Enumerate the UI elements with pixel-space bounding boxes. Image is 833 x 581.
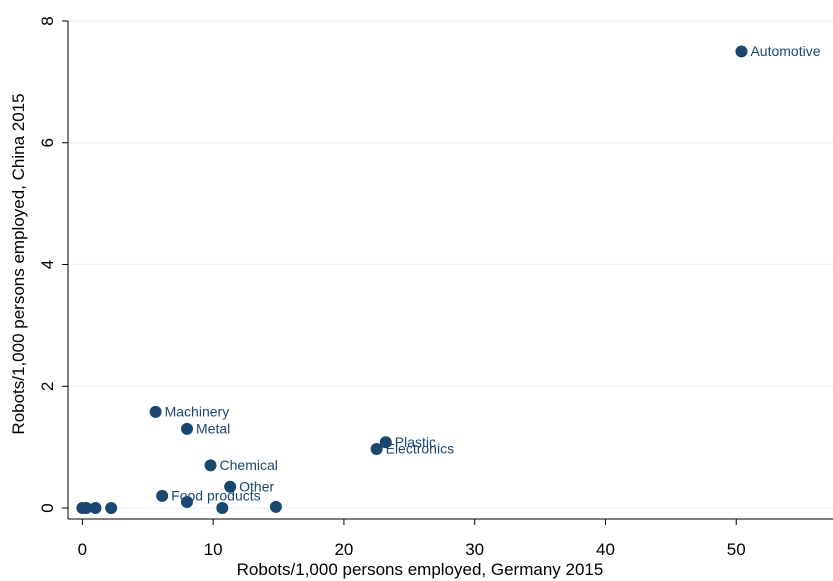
y-tick-label: 2	[38, 382, 57, 391]
point	[224, 480, 237, 493]
point-label: Plastic	[395, 434, 436, 450]
point	[149, 405, 162, 418]
x-tick-label: 50	[727, 540, 746, 559]
point	[181, 495, 193, 508]
point	[216, 502, 229, 515]
point	[735, 45, 748, 58]
x-tick-label: 10	[204, 540, 223, 559]
point-label: Metal	[196, 421, 230, 437]
point-label: Chemical	[220, 457, 278, 473]
point	[269, 500, 282, 513]
y-tick-label: 0	[38, 503, 57, 512]
x-axis-title: Robots/1,000 persons employed, Germany 2…	[237, 560, 604, 579]
point	[181, 422, 193, 435]
point	[156, 489, 169, 502]
point-label: Food products	[171, 488, 261, 504]
point-label: Automotive	[750, 43, 820, 59]
y-tick-label: 8	[38, 16, 57, 25]
point	[105, 502, 118, 515]
x-tick-label: 40	[596, 540, 615, 559]
point	[76, 502, 89, 515]
point-label: Machinery	[165, 404, 230, 420]
x-tick-label: 30	[465, 540, 484, 559]
point-label: Electronics	[386, 441, 454, 457]
y-tick-label: 4	[38, 260, 57, 269]
point	[89, 502, 102, 515]
x-tick-label: 0	[78, 540, 87, 559]
point	[379, 436, 392, 449]
point	[370, 442, 383, 455]
point-label: Other	[239, 478, 274, 494]
y-tick-label: 6	[38, 138, 57, 147]
x-tick-label: 20	[334, 540, 353, 559]
point	[204, 459, 217, 472]
y-axis-title: Robots/1,000 persons employed, China 201…	[9, 93, 28, 434]
